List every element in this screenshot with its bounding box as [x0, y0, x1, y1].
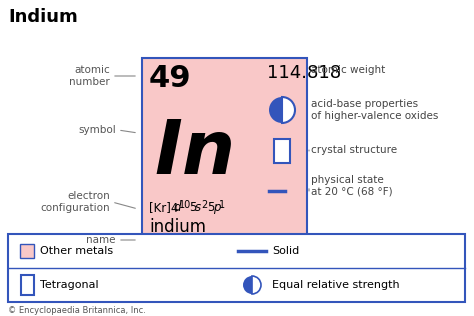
FancyBboxPatch shape: [21, 275, 34, 295]
Text: Other metals: Other metals: [40, 246, 113, 256]
Text: acid-base properties
of higher-valence oxides: acid-base properties of higher-valence o…: [311, 99, 438, 121]
Text: indium: indium: [149, 218, 206, 236]
Wedge shape: [252, 276, 261, 294]
Text: 10: 10: [179, 200, 191, 210]
Text: electron
configuration: electron configuration: [40, 191, 110, 213]
Wedge shape: [269, 97, 282, 123]
Text: Indium: Indium: [8, 8, 78, 26]
Text: atomic weight: atomic weight: [311, 65, 385, 75]
Text: 114.818: 114.818: [267, 64, 341, 82]
Text: d: d: [173, 201, 181, 214]
FancyBboxPatch shape: [142, 58, 307, 258]
Text: physical state
at 20 °C (68 °F): physical state at 20 °C (68 °F): [311, 175, 392, 197]
Text: atomic
number: atomic number: [69, 65, 110, 87]
FancyBboxPatch shape: [20, 244, 34, 258]
Text: 5: 5: [207, 201, 214, 214]
Text: 5: 5: [189, 201, 196, 214]
Wedge shape: [243, 276, 252, 294]
FancyBboxPatch shape: [8, 234, 465, 302]
FancyBboxPatch shape: [274, 139, 290, 163]
Text: p: p: [213, 201, 220, 214]
Text: s: s: [195, 201, 201, 214]
Text: © Encyclopaedia Britannica, Inc.: © Encyclopaedia Britannica, Inc.: [8, 306, 146, 315]
Text: crystal structure: crystal structure: [311, 145, 397, 155]
Text: Solid: Solid: [272, 246, 299, 256]
Text: name: name: [86, 235, 116, 245]
Text: symbol: symbol: [78, 125, 116, 135]
Text: Equal relative strength: Equal relative strength: [272, 280, 400, 290]
Wedge shape: [282, 97, 295, 123]
Text: Tetragonal: Tetragonal: [40, 280, 99, 290]
Text: [Kr]4: [Kr]4: [149, 201, 178, 214]
Text: 2: 2: [201, 200, 207, 210]
Text: 1: 1: [219, 200, 225, 210]
Text: In: In: [154, 118, 235, 191]
Text: 49: 49: [149, 64, 191, 93]
